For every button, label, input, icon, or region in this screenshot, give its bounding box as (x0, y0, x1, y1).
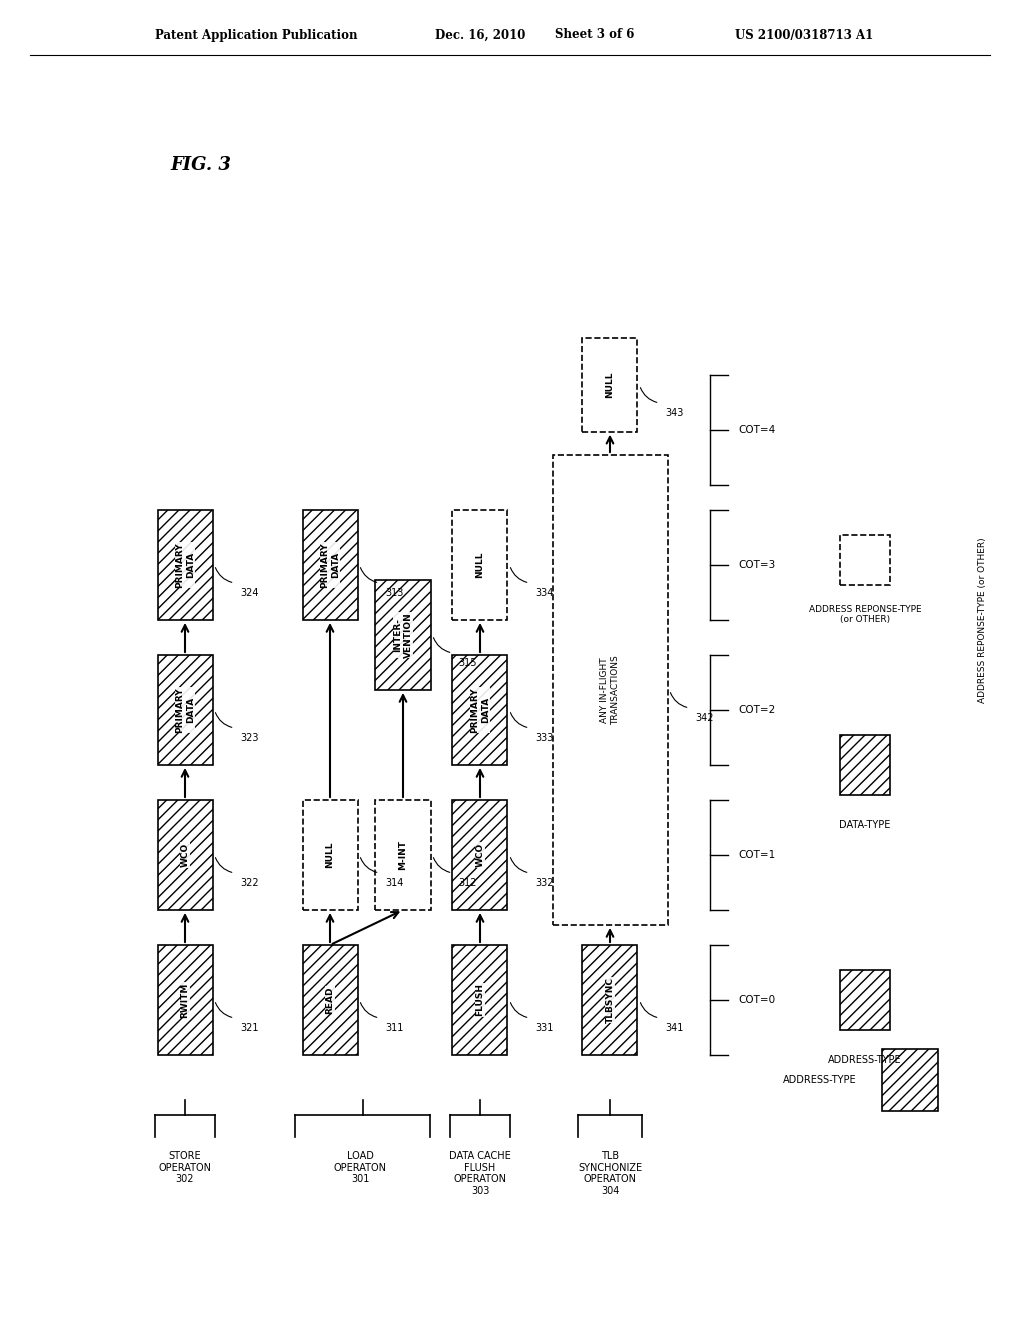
Text: COT=1: COT=1 (738, 850, 775, 861)
Text: Dec. 16, 2010: Dec. 16, 2010 (435, 29, 525, 41)
Bar (158, 510, 213, 620)
Bar (840, 535, 890, 585)
Text: FLUSH: FLUSH (475, 983, 484, 1016)
Bar (302, 945, 357, 1055)
Text: LOAD
OPERATON
301: LOAD OPERATON 301 (334, 1151, 386, 1184)
Text: STORE
OPERATON
302: STORE OPERATON 302 (159, 1151, 212, 1184)
Text: COT=3: COT=3 (738, 560, 775, 570)
Text: 332: 332 (536, 878, 554, 888)
Text: ADDRESS-TYPE: ADDRESS-TYPE (828, 1055, 902, 1065)
Text: NULL: NULL (475, 552, 484, 578)
Text: COT=2: COT=2 (738, 705, 775, 715)
Bar (583, 945, 638, 1055)
Text: RWITM: RWITM (180, 982, 189, 1018)
Bar (453, 655, 508, 766)
Text: PRIMARY
DATA: PRIMARY DATA (175, 688, 195, 733)
Text: ADDRESS REPONSE-TYPE (or OTHER): ADDRESS REPONSE-TYPE (or OTHER) (978, 537, 986, 702)
Text: TLBSYNC: TLBSYNC (605, 977, 614, 1023)
Text: 323: 323 (241, 733, 259, 743)
Text: Sheet 3 of 6: Sheet 3 of 6 (555, 29, 635, 41)
Text: ANY IN-FLIGHT
TRANSACTIONS: ANY IN-FLIGHT TRANSACTIONS (600, 655, 620, 725)
Text: US 2100/0318713 A1: US 2100/0318713 A1 (735, 29, 873, 41)
Text: ADDRESS REPONSE-TYPE
(or OTHER): ADDRESS REPONSE-TYPE (or OTHER) (809, 605, 922, 624)
Bar (158, 800, 213, 909)
Text: 324: 324 (241, 587, 259, 598)
Bar (302, 945, 357, 1055)
Bar (553, 455, 668, 925)
Text: NULL: NULL (326, 842, 335, 869)
Text: 312: 312 (459, 878, 477, 888)
Bar (158, 655, 213, 766)
Text: ADDRESS-TYPE: ADDRESS-TYPE (783, 1074, 857, 1085)
Bar (840, 735, 890, 795)
Text: DATA CACHE
FLUSH
OPERATON
303: DATA CACHE FLUSH OPERATON 303 (450, 1151, 511, 1196)
Text: 311: 311 (385, 1023, 403, 1034)
Bar (453, 945, 508, 1055)
Bar (840, 970, 890, 1030)
Text: TLB
SYNCHONIZE
OPERATON
304: TLB SYNCHONIZE OPERATON 304 (578, 1151, 642, 1196)
Bar (883, 1049, 938, 1111)
Text: READ: READ (326, 986, 335, 1014)
Text: 341: 341 (666, 1023, 684, 1034)
Text: 313: 313 (385, 587, 403, 598)
Bar (453, 945, 508, 1055)
Bar (376, 579, 430, 690)
Text: 315: 315 (459, 657, 477, 668)
Bar (840, 970, 890, 1030)
Bar (158, 655, 213, 766)
Bar (158, 510, 213, 620)
Text: 322: 322 (241, 878, 259, 888)
Text: COT=0: COT=0 (738, 995, 775, 1005)
Bar (583, 338, 638, 432)
Text: Patent Application Publication: Patent Application Publication (155, 29, 357, 41)
Text: 333: 333 (536, 733, 554, 743)
Bar (453, 800, 508, 909)
Bar (302, 510, 357, 620)
Text: 314: 314 (385, 878, 403, 888)
Text: 334: 334 (536, 587, 554, 598)
Bar (158, 945, 213, 1055)
Text: M-INT: M-INT (398, 840, 408, 870)
Bar (376, 579, 430, 690)
Bar (158, 945, 213, 1055)
Bar (376, 800, 430, 909)
Bar (453, 800, 508, 909)
Bar (840, 735, 890, 795)
Text: NULL: NULL (605, 372, 614, 399)
Bar (302, 510, 357, 620)
Text: PRIMARY
DATA: PRIMARY DATA (175, 543, 195, 587)
Bar (453, 655, 508, 766)
Text: 342: 342 (695, 713, 714, 723)
Text: 343: 343 (666, 408, 684, 418)
Text: 331: 331 (536, 1023, 554, 1034)
Text: PRIMARY
DATA: PRIMARY DATA (470, 688, 489, 733)
Text: DATA-TYPE: DATA-TYPE (840, 820, 891, 830)
Text: PRIMARY
DATA: PRIMARY DATA (321, 543, 340, 587)
Bar (583, 945, 638, 1055)
Bar (302, 800, 357, 909)
Text: 321: 321 (241, 1023, 259, 1034)
Text: WCO: WCO (180, 843, 189, 867)
Bar (453, 510, 508, 620)
Bar (158, 800, 213, 909)
Text: WCO: WCO (475, 843, 484, 867)
Text: COT=4: COT=4 (738, 425, 775, 436)
Text: INTER-
VENTION: INTER- VENTION (393, 612, 413, 657)
Text: FIG. 3: FIG. 3 (170, 156, 230, 174)
Bar (883, 1049, 938, 1111)
